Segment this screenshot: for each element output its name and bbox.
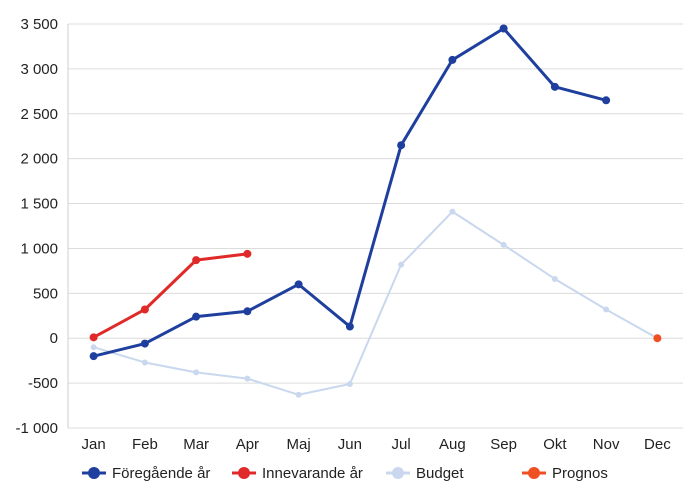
data-point	[345, 322, 354, 331]
data-point	[448, 55, 457, 64]
x-tick-label: Aug	[439, 436, 466, 453]
data-point	[140, 305, 149, 314]
x-tick-label: Nov	[593, 436, 620, 453]
x-tick-label: Jul	[392, 436, 411, 453]
data-point	[295, 391, 302, 398]
data-point	[397, 141, 406, 150]
y-tick-label: 1 500	[20, 196, 58, 213]
data-point	[551, 275, 558, 282]
data-point	[602, 96, 611, 105]
data-point	[90, 344, 97, 351]
data-point	[141, 359, 148, 366]
y-tick-label: -1 000	[15, 420, 58, 437]
x-tick-label: Dec	[644, 436, 671, 453]
y-tick-label: 1 000	[20, 240, 58, 257]
y-tick-label: 0	[50, 330, 58, 347]
legend-swatch-marker	[392, 467, 404, 479]
gridlines	[68, 23, 683, 429]
legend-swatch-marker	[238, 467, 250, 479]
data-point	[192, 312, 201, 321]
legend-swatch-marker	[528, 467, 540, 479]
data-point	[193, 369, 200, 376]
legend-label: Budget	[416, 465, 464, 482]
series-line-2	[92, 252, 249, 339]
data-point	[603, 306, 610, 313]
x-tick-label: Jun	[338, 436, 362, 453]
data-point	[243, 249, 252, 258]
data-point	[499, 24, 508, 33]
y-axis: -1 000 -500 0 500 1 000 1 500 2 000 2 500 3 000 3…	[15, 16, 69, 437]
legend-swatch-marker	[88, 467, 100, 479]
data-point	[294, 280, 303, 289]
x-axis: Jan Feb Mar Apr Maj Jun Jul Aug Sep Okt Nov Dec	[82, 436, 672, 453]
x-tick-label: Sep	[490, 436, 517, 453]
y-tick-label: 2 500	[20, 106, 58, 123]
x-tick-label: Feb	[132, 436, 158, 453]
data-point	[346, 381, 353, 388]
data-point	[550, 82, 559, 91]
x-tick-label: Maj	[287, 436, 311, 453]
data-point	[244, 375, 251, 382]
legend: Föregående år Innevarande år Budget Prognos	[82, 465, 608, 482]
series-line-1	[92, 26, 608, 358]
series-line-0	[92, 210, 659, 396]
x-tick-label: Okt	[543, 436, 567, 453]
y-tick-label: 500	[33, 285, 58, 302]
legend-label: Prognos	[552, 465, 608, 482]
data-point	[449, 208, 456, 215]
y-tick-label: 3 500	[20, 16, 58, 33]
y-tick-label: 2 000	[20, 151, 58, 168]
legend-label: Föregående år	[112, 465, 210, 482]
data-point	[398, 261, 405, 268]
x-tick-label: Mar	[183, 436, 209, 453]
y-tick-label: 3 000	[20, 61, 58, 78]
data-point	[243, 307, 252, 316]
y-tick-label: -500	[28, 375, 58, 392]
data-point	[653, 334, 662, 343]
legend-label: Innevarande år	[262, 465, 363, 482]
x-tick-label: Apr	[236, 436, 259, 453]
data-point	[140, 339, 149, 348]
data-point	[89, 333, 98, 342]
series-lines	[89, 24, 662, 398]
data-point	[192, 256, 201, 265]
data-point	[500, 241, 507, 248]
data-point	[89, 352, 98, 361]
x-tick-label: Jan	[82, 436, 106, 453]
